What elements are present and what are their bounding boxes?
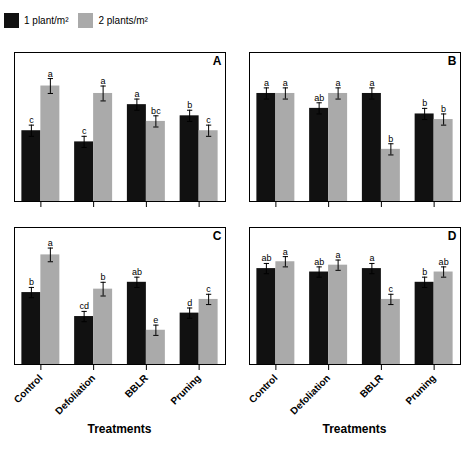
html-text:Treatments: Treatments (322, 422, 387, 436)
svg-text:ab: ab (261, 253, 271, 263)
svg-text:a: a (134, 89, 139, 99)
svg-text:Control: Control (247, 372, 280, 405)
svg-text:a: a (48, 238, 53, 248)
svg-text:c: c (389, 284, 394, 294)
svg-text:B: B (448, 54, 457, 68)
svg-text:b: b (101, 272, 106, 282)
svg-text:c: c (82, 126, 87, 136)
svg-text:Control: Control (12, 372, 45, 405)
svg-text:b: b (422, 98, 427, 108)
html-text:Treatments: Treatments (87, 422, 152, 436)
svg-text:a: a (264, 78, 269, 88)
svg-text:a: a (48, 69, 53, 79)
svg-text:a: a (336, 78, 341, 88)
svg-text:C: C (213, 229, 222, 243)
svg-text:Defoliation: Defoliation (288, 372, 332, 416)
svg-text:b: b (187, 100, 192, 110)
svg-text:BBLR: BBLR (123, 372, 151, 400)
svg-text:ab: ab (439, 257, 449, 267)
svg-text:c: c (206, 115, 211, 125)
svg-text:Pruning: Pruning (403, 372, 437, 406)
svg-text:b: b (422, 267, 427, 277)
svg-text:a: a (283, 78, 288, 88)
html-text:2 plants/m²: 2 plants/m² (98, 15, 148, 26)
svg-text:a: a (101, 76, 106, 86)
svg-text:a: a (369, 78, 374, 88)
svg-text:b: b (441, 104, 446, 114)
svg-text:ab: ab (314, 93, 324, 103)
svg-text:a: a (283, 247, 288, 257)
svg-text:ab: ab (314, 257, 324, 267)
svg-text:D: D (448, 229, 457, 243)
svg-text:Defoliation: Defoliation (53, 372, 97, 416)
svg-text:a: a (369, 253, 374, 263)
svg-text:c: c (206, 284, 211, 294)
svg-text:d: d (187, 298, 192, 308)
svg-text:c: c (29, 115, 34, 125)
svg-text:cd: cd (79, 301, 89, 311)
svg-text:bc: bc (151, 106, 161, 116)
html-text:1 plant/m²: 1 plant/m² (24, 15, 69, 26)
svg-text:a: a (336, 250, 341, 260)
svg-text:BBLR: BBLR (358, 372, 386, 400)
svg-text:Pruning: Pruning (168, 372, 202, 406)
svg-text:ab: ab (132, 267, 142, 277)
svg-text:e: e (153, 315, 158, 325)
svg-text:A: A (213, 54, 222, 68)
svg-text:b: b (388, 134, 393, 144)
svg-text:b: b (29, 277, 34, 287)
